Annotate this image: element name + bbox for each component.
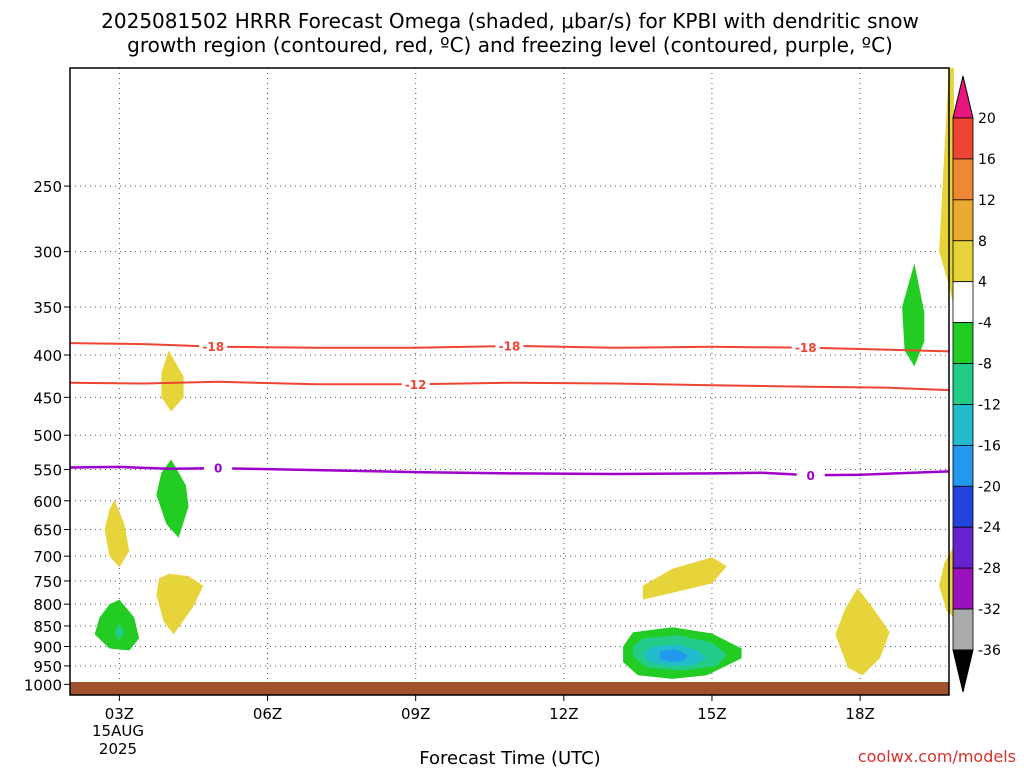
y-tick-label: 950 [33,658,62,676]
colorbar-box [952,444,974,487]
y-tick-label: 650 [33,522,62,540]
y-axis: 250 300 350 400 450 500 550 600 650 700 750 800 850 9… [24,178,70,694]
contour-label-bg [791,340,820,355]
omega-area [939,545,954,618]
colorbar-box [952,240,974,283]
y-tick-label: 450 [33,389,62,407]
temperature-contours: -18 -18 -18 -12 0 0 [69,339,950,483]
contour-label-bg [204,461,233,476]
colorbar-label: -4 [978,316,992,332]
y-tick-label: 900 [33,639,62,657]
x-tick-label: 03Z [105,705,134,723]
colorbar-box [952,199,974,242]
omega-area [156,573,204,635]
x-tick-label: 12Z [549,705,578,723]
omega-area [161,350,184,412]
colorbar-label: -20 [978,479,1001,495]
colorbar-label: -32 [978,602,1001,618]
y-tick-label: 250 [33,178,62,196]
omega-area [835,588,890,676]
omega-shading [94,68,954,679]
x-axis-label: Forecast Time (UTC) [419,748,600,768]
omega-area [660,649,688,663]
y-tick-label: 850 [33,618,62,636]
x-tick-label: 09Z [401,705,430,723]
y-tick-label: 700 [33,548,62,566]
chart-title-line2: growth region (contoured, red, ºC) and f… [127,33,893,57]
contour-label-bg [401,377,430,392]
colorbar-box [952,363,974,405]
colorbar-label: 20 [978,111,996,127]
colorbar-box [952,158,974,201]
credit-text: coolwx.com/models [858,747,1016,766]
colorbar-box [952,608,974,651]
colorbar-box [952,322,974,364]
colorbar-box [952,281,974,324]
y-tick-label: 300 [33,244,62,262]
colorbar-bottom-arrow [952,649,974,693]
colorbar-label: -36 [978,643,1001,659]
plot-area: -18 -18 -18 -12 0 0 [69,67,954,696]
colorbar-label: 4 [978,275,987,291]
colorbar-box [952,567,974,610]
colorbar-label: -24 [978,520,1001,536]
colorbar-box [952,117,974,160]
y-tick-label: 400 [33,347,62,365]
colorbar-label: 12 [978,193,996,209]
y-tick-label: 600 [33,493,62,511]
colorbar-label: -8 [978,357,992,373]
x-axis: 03Z 06Z 09Z 12Z 15Z 18Z [105,695,875,723]
colorbar-label: -16 [978,438,1001,454]
omega-area [104,499,130,568]
contour-label-bg [199,339,228,354]
x-tick-label: 18Z [845,705,874,723]
y-tick-label: 500 [33,427,62,445]
x-date-label-year: 2025 [99,740,137,758]
colorbar-label: -12 [978,397,1001,413]
plot-frame [69,67,950,696]
y-tick-label: 800 [33,596,62,614]
colorbar: 20 16 12 8 4 -4 -8 -12 -16 -20 -24 -28 -32 -36 [952,75,1001,693]
colorbar-box [952,526,974,569]
omega-area [939,68,954,307]
terrain-ground [70,682,949,695]
colorbar-label: 16 [978,152,996,168]
omega-area [94,599,140,651]
chart-title-line1: 2025081502 HRRR Forecast Omega (shaded, … [101,9,919,33]
y-tick-label: 550 [33,461,62,479]
y-tick-label: 350 [33,299,62,317]
contour-label-bg [495,339,524,354]
contour-label: 0 [807,469,815,483]
contour-label: 0 [214,462,222,476]
contour-label-bg [796,468,825,483]
omega-area [642,557,727,600]
x-tick-label: 06Z [253,705,282,723]
omega-area [902,263,925,367]
y-tick-label: 1000 [24,676,62,694]
colorbar-box [952,404,974,446]
contour-label: -12 [405,378,427,392]
x-date-label-day: 15AUG [92,722,144,740]
x-tick-label: 15Z [697,705,726,723]
contour-label: -18 [795,341,817,355]
colorbar-label: 8 [978,234,987,250]
colorbar-top-arrow [952,75,974,119]
contour-label: -18 [202,340,224,354]
omega-area [156,459,189,538]
contour-label: -18 [499,340,521,354]
colorbar-label: -28 [978,561,1001,577]
omega-area [114,623,125,641]
y-tick-label: 750 [33,573,62,591]
colorbar-box [952,485,974,528]
contour-line--12 [69,380,950,392]
